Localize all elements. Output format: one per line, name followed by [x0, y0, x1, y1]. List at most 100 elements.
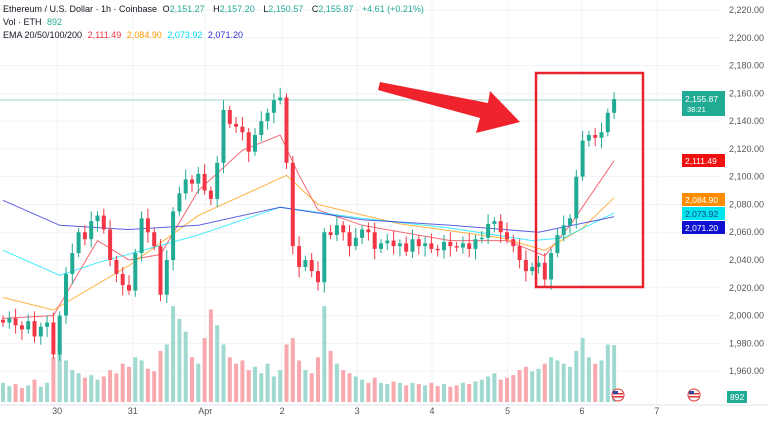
x-tick-label: 31 [128, 406, 138, 416]
close-label: C [311, 4, 319, 14]
volume-bar [517, 370, 522, 402]
volume-bar [284, 344, 289, 402]
candle [120, 266, 125, 296]
volume-bar [429, 382, 434, 402]
candle [341, 221, 346, 241]
ema-label[interactable]: EMA 20/50/100/200 [3, 30, 83, 40]
volume-bars [1, 306, 617, 402]
volume-bar [492, 373, 497, 402]
us-flag-icon[interactable] [687, 388, 701, 402]
ema50-legend: 2,084.90 [126, 30, 162, 40]
candle [45, 315, 50, 338]
volume-bar [416, 384, 421, 402]
volume-bar [561, 363, 566, 402]
candle [309, 253, 314, 278]
volume-bar [435, 386, 440, 402]
annotation-arrow[interactable] [378, 82, 520, 133]
volume-bar [347, 373, 352, 402]
candle [221, 100, 226, 174]
volume-bar [505, 377, 509, 402]
volume-bar [120, 363, 125, 402]
symbol-title[interactable]: Ethereum / U.S. Dollar · 1h · Coinbase [3, 4, 158, 14]
open-value: 2,151.27 [169, 4, 205, 14]
volume-bar [316, 357, 320, 402]
candle [511, 235, 516, 253]
y-tick-label: 2,220.00 [729, 5, 764, 15]
volume-bar [555, 360, 560, 402]
candle [429, 233, 434, 254]
candle [7, 311, 12, 329]
volume-bar [114, 373, 119, 402]
volume-label[interactable]: Vol · ETH [3, 17, 42, 27]
grid [0, 0, 722, 405]
candle [171, 207, 176, 271]
last-price-tag: 2,155.87 38:21 [682, 91, 725, 116]
candle [599, 122, 604, 149]
volume-bar [89, 375, 94, 402]
volume-bar [397, 382, 402, 402]
chart-legend: Ethereum / U.S. Dollar · 1h · Coinbase O… [3, 3, 427, 42]
candle [530, 262, 535, 276]
x-tick-label: 7 [654, 406, 659, 416]
volume-bar [360, 379, 365, 402]
candle [95, 211, 100, 232]
ema-line-100 [2, 206, 615, 276]
candle [498, 214, 503, 243]
y-tick-label: 1,960.00 [729, 366, 764, 376]
ema20-tag: 2,111.49 [682, 154, 725, 167]
x-tick-label: Apr [198, 406, 212, 416]
candle [76, 228, 81, 258]
candle [265, 108, 270, 130]
candle [391, 230, 396, 255]
candle [183, 169, 188, 200]
volume-bar [202, 338, 207, 402]
price-axis[interactable]: 2,220.00 2,200.00 2,180.00 2,160.00 2,140.00… [729, 5, 764, 376]
us-flag-icon[interactable] [611, 388, 625, 402]
volume-bar [177, 318, 182, 402]
volume-bar [486, 376, 491, 402]
volume-bar [133, 357, 138, 402]
candle [139, 211, 144, 262]
candle [202, 164, 207, 195]
volume-bar [32, 379, 37, 402]
y-tick-label: 2,020.00 [729, 283, 764, 293]
candle [542, 253, 547, 288]
volume-bar [612, 345, 617, 402]
volume-bar [379, 382, 383, 402]
low-value: 2,150.57 [268, 4, 304, 14]
volume-bar [158, 350, 163, 402]
candle [366, 222, 371, 241]
high-label: H [213, 4, 220, 14]
volume-bar [240, 360, 245, 402]
candle [70, 243, 75, 285]
candle [246, 128, 251, 163]
candle [435, 244, 440, 257]
volume-bar [454, 385, 459, 402]
ema100-value: 2,073.92 [685, 209, 718, 219]
candle [473, 235, 478, 260]
candle [208, 186, 213, 206]
x-tick-label: 4 [430, 406, 435, 416]
volume-bar [498, 379, 503, 402]
candle [593, 128, 598, 147]
volume-bar [259, 373, 264, 402]
volume-bar [605, 344, 610, 402]
volume-bar [322, 306, 327, 402]
ema20-legend: 2,111.49 [87, 30, 122, 40]
candle [101, 208, 106, 234]
candle [353, 228, 358, 251]
volume-bar [152, 371, 157, 402]
annotation-rectangle[interactable] [534, 71, 645, 289]
volume-bar [385, 384, 390, 402]
candle [303, 255, 308, 272]
volume-bar [57, 344, 62, 402]
volume-bar [473, 381, 478, 402]
close-value: 2,155.87 [318, 4, 354, 14]
time-axis[interactable]: 30 31 Apr 2 3 4 5 6 7 [0, 404, 768, 416]
candle [234, 116, 239, 133]
x-tick-label: 5 [505, 406, 510, 416]
candle [612, 92, 617, 120]
ema-line-200 [2, 199, 615, 233]
volume-bar [290, 338, 295, 402]
